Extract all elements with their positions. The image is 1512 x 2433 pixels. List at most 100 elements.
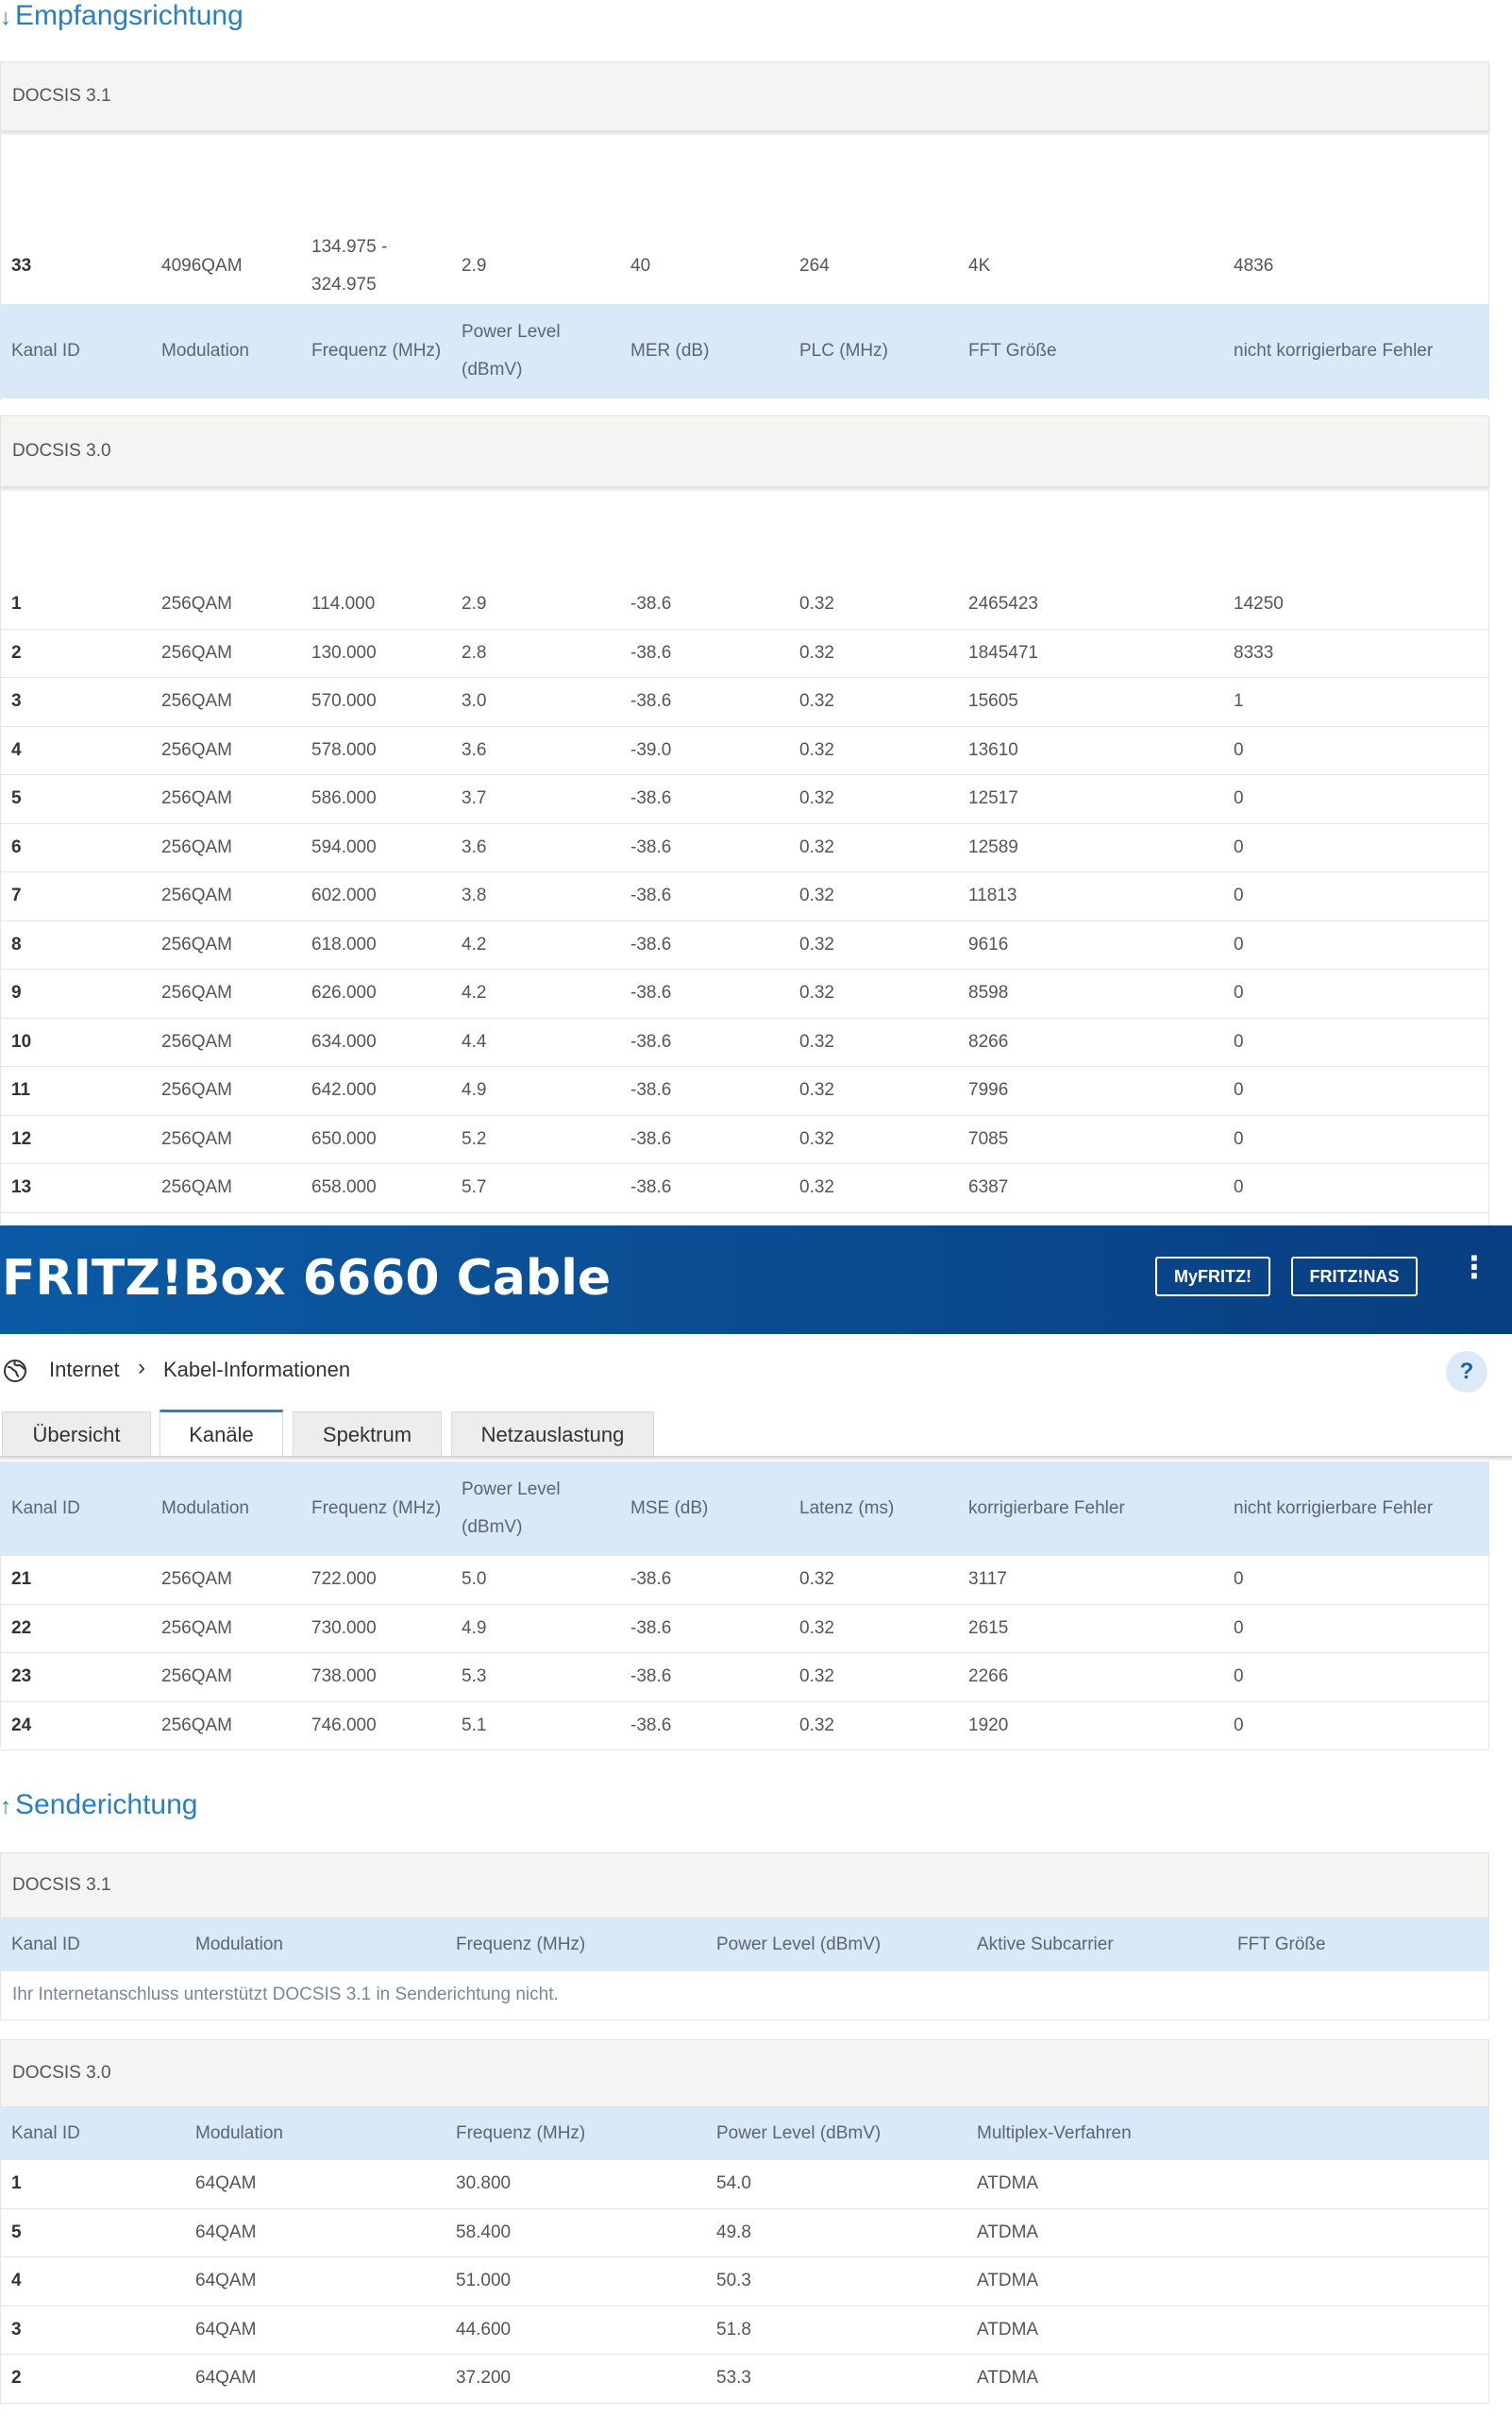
table-cell: 64QAM — [195, 2271, 257, 2291]
table-cell: 0 — [1234, 1080, 1244, 1101]
channel-id: 2 — [11, 2368, 22, 2389]
table-cell: 0.32 — [799, 1666, 834, 1687]
table-cell: 256QAM — [161, 1715, 232, 1735]
table-cell: 0.32 — [799, 934, 834, 955]
table-cell: 746.000 — [311, 1715, 377, 1735]
column-header: Aktive Subcarrier — [977, 1935, 1114, 1954]
column-header: MER (dB) — [630, 341, 710, 361]
channel-id: 3 — [11, 2319, 22, 2340]
table-cell: 0 — [1234, 739, 1244, 760]
table-cell: 0.32 — [799, 1569, 834, 1590]
table-cell: 256QAM — [161, 1666, 232, 1687]
table-cell: 49.8 — [716, 2222, 751, 2242]
table-cell: 5.7 — [462, 1177, 487, 1198]
tab-kanaele[interactable]: Kanäle — [160, 1410, 283, 1457]
tab-spektrum[interactable]: Spektrum — [293, 1411, 442, 1457]
table-row: 11 256QAM 642.000 4.9 -38.6 0.32 7996 0 — [0, 1067, 1489, 1116]
table-cell: 4.2 — [462, 934, 487, 955]
table-cell: 658.000 — [311, 1177, 377, 1198]
channel-id: 5 — [11, 788, 22, 809]
breadcrumb: Internet › Kabel-Informationen ? Übersic… — [0, 1334, 1512, 1457]
table-cell: 4.9 — [462, 1617, 487, 1638]
table-cell: 634.000 — [311, 1031, 377, 1052]
table-cell: 256QAM — [161, 983, 232, 1004]
table-cell: 0.32 — [799, 1177, 834, 1198]
table-cell: 256QAM — [161, 1177, 232, 1198]
table-cell: 578.000 — [311, 739, 377, 760]
table-cell: 1845471 — [968, 642, 1038, 663]
table-cell: 54.0 — [716, 2173, 751, 2194]
table-cell: 1920 — [968, 1715, 1009, 1735]
table-cell: 58.400 — [456, 2222, 512, 2242]
tab-netzauslastung[interactable]: Netzauslastung — [451, 1411, 654, 1457]
tab-uebersicht[interactable]: Übersicht — [2, 1411, 151, 1457]
table-cell: 0 — [1234, 1128, 1244, 1149]
table-cell: 2266 — [968, 1666, 1009, 1687]
channel-id: 11 — [11, 1080, 31, 1101]
table-cell: 8333 — [1234, 642, 1274, 663]
upstream-docsis31-table: Ihr Internetanschluss unterstützt DOCSIS… — [0, 1971, 1489, 2020]
column-header: Multiplex-Verfahren — [977, 2123, 1132, 2143]
table-cell: 256QAM — [161, 594, 232, 615]
table-cell: 44.600 — [456, 2319, 512, 2340]
table-cell: 0 — [1234, 1177, 1244, 1198]
fritznas-button[interactable]: FRITZ!NAS — [1291, 1257, 1418, 1296]
breadcrumb-internet[interactable]: Internet — [49, 1358, 120, 1381]
channel-id: 9 — [11, 983, 22, 1004]
table-header: Kanal ID Modulation Frequenz (MHz) Power Le… — [0, 304, 1489, 398]
downstream-docsis31-bar: DOCSIS 3.1 — [0, 61, 1489, 131]
table-cell: -38.6 — [630, 934, 672, 955]
table-cell: 570.000 — [311, 691, 377, 712]
table-cell: 1 — [1234, 691, 1244, 712]
table-cell: ATDMA — [977, 2368, 1039, 2389]
table-cell: 12589 — [968, 836, 1018, 857]
table-cell: -38.6 — [630, 1080, 672, 1101]
table-cell: 602.000 — [311, 886, 377, 906]
table-cell: -38.6 — [630, 1128, 672, 1149]
table-cell: 2465423 — [968, 594, 1038, 615]
table-cell: 7996 — [968, 1080, 1009, 1101]
table-cell: -38.6 — [630, 594, 672, 615]
table-cell: 11813 — [968, 886, 1017, 906]
table-row: 24 256QAM 746.000 5.1 -38.6 0.32 1920 0 — [0, 1702, 1489, 1750]
table-cell: 0.32 — [799, 1080, 834, 1101]
arrow-down-icon: ↓ — [0, 5, 11, 30]
table-cell: 594.000 — [311, 836, 377, 857]
table-cell: 64QAM — [195, 2173, 257, 2194]
channel-id: 13 — [11, 1177, 32, 1198]
table-cell: 256QAM — [161, 886, 232, 906]
table-cell: 586.000 — [311, 788, 377, 809]
myfritz-button[interactable]: MyFRITZ! — [1155, 1257, 1270, 1296]
downstream-docsis31-table — [0, 131, 1489, 400]
column-header: MSE (dB) — [630, 1498, 709, 1518]
table-cell: 256QAM — [161, 642, 232, 663]
table-row: 3 256QAM 570.000 3.0 -38.6 0.32 15605 1 — [0, 678, 1489, 727]
help-icon[interactable]: ? — [1446, 1351, 1487, 1393]
channel-id: 3 — [11, 691, 22, 712]
table-cell: 40 — [630, 256, 651, 276]
table-cell: 256QAM — [161, 1128, 232, 1149]
column-header: Modulation — [161, 1498, 249, 1518]
table-cell: -38.6 — [630, 1617, 672, 1638]
table-row: 12 256QAM 650.000 5.2 -38.6 0.32 7085 0 — [0, 1116, 1489, 1164]
table-cell: 0 — [1234, 1715, 1244, 1735]
table-cell: 0.32 — [799, 886, 834, 906]
table-cell: 8598 — [968, 983, 1009, 1004]
more-menu-icon[interactable]: ⋮ — [1459, 1250, 1489, 1284]
table-cell: 0.32 — [799, 691, 834, 712]
table-cell: 264 — [799, 256, 830, 276]
column-header: FFT Größe — [968, 341, 1057, 361]
table-cell: 4836 — [1234, 256, 1274, 276]
table-cell: -38.6 — [630, 983, 672, 1004]
table-cell: -38.6 — [630, 1715, 672, 1735]
table-cell: 2.9 — [462, 594, 487, 615]
downstream-docsis30-bar: DOCSIS 3.0 — [0, 415, 1489, 487]
table-header: Kanal ID Modulation Frequenz (MHz) Power Le… — [0, 1918, 1489, 1971]
table-cell: 0.32 — [799, 1031, 834, 1052]
app-header: FRITZ!Box 6660 Cable MyFRITZ! FRITZ!NAS … — [0, 1225, 1512, 1334]
table-cell: 256QAM — [161, 934, 232, 955]
table-cell: 256QAM — [161, 1080, 232, 1101]
table-cell: 53.3 — [716, 2368, 751, 2389]
channel-id: 10 — [11, 1031, 32, 1052]
table-cell: 4.9 — [462, 1080, 487, 1101]
